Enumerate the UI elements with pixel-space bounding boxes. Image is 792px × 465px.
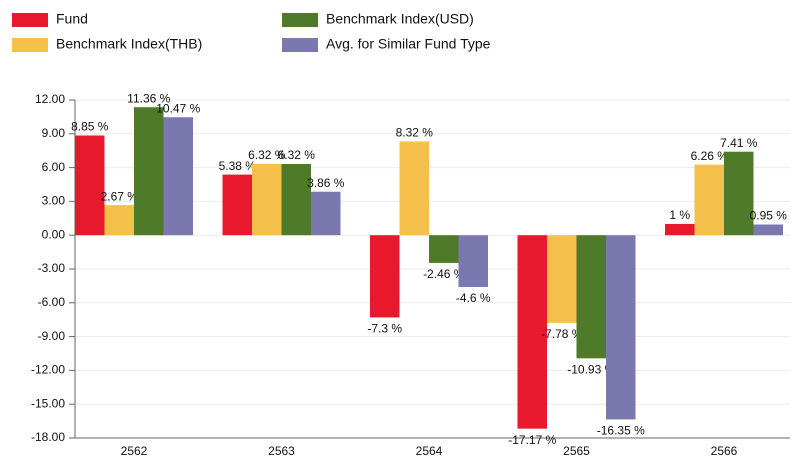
bar [458,235,488,288]
y-tick-label: 6.00 [42,160,66,174]
bar [724,151,754,236]
bar [134,107,164,236]
data-label: 2.67 % [101,189,139,203]
x-tick-label: 2564 [416,444,443,458]
data-label: 1 % [669,208,690,222]
data-label: -4.6 % [456,291,491,305]
y-tick-label: -9.00 [38,329,66,343]
y-tick-label: 0.00 [42,227,66,241]
bar [576,235,606,359]
bar [606,235,636,420]
bar [75,135,105,236]
bar [311,191,341,236]
y-tick-label: -3.00 [38,261,66,275]
legend-swatch [12,13,48,27]
bar [429,235,459,263]
data-label: 6.32 % [248,148,286,162]
data-label: -16.35 % [597,424,645,438]
bar [370,235,400,318]
data-label: 11.36 % [127,91,170,105]
data-label: -2.46 % [423,267,465,281]
y-tick-label: -15.00 [31,396,65,410]
data-label: 3.86 % [307,176,345,190]
data-label: 7.41 % [720,136,758,150]
legend-swatch [282,13,318,27]
data-label: -10.93 % [567,363,615,377]
data-label: 8.32 % [396,126,434,140]
legend-swatch [12,38,48,52]
data-label: -7.78 % [541,327,583,341]
x-tick-label: 2566 [711,444,738,458]
legend-label: Avg. for Similar Fund Type [326,36,491,52]
data-label: 10.47 % [156,101,200,115]
x-tick-label: 2565 [563,444,590,458]
legend-swatch [282,38,318,52]
y-tick-label: 9.00 [42,126,66,140]
legend-label: Fund [56,11,88,27]
data-label: 0.95 % [750,209,788,223]
data-label: 8.85 % [71,120,109,134]
bar [222,174,252,236]
y-tick-label: -18.00 [31,430,65,444]
legend-label: Benchmark Index(THB) [56,36,202,52]
data-label: -17.17 % [508,433,556,447]
bar [104,205,134,236]
bar [753,224,783,236]
data-label: 6.32 % [278,148,316,162]
bar [399,141,429,236]
data-label: 5.38 % [219,159,257,173]
y-tick-label: -12.00 [31,363,65,377]
x-tick-label: 2562 [121,444,148,458]
bar [665,223,695,236]
y-tick-label: -6.00 [38,295,66,309]
y-tick-label: 12.00 [35,92,65,106]
bar [252,163,282,236]
data-label: 6.26 % [691,149,729,163]
data-label: -7.3 % [367,322,402,336]
y-tick-label: 3.00 [42,194,66,208]
bar [281,163,311,236]
bar [694,164,724,236]
legend-label: Benchmark Index(USD) [326,11,474,27]
x-tick-label: 2563 [268,444,295,458]
bar [547,235,577,323]
bar [517,235,547,429]
bar [163,117,193,236]
